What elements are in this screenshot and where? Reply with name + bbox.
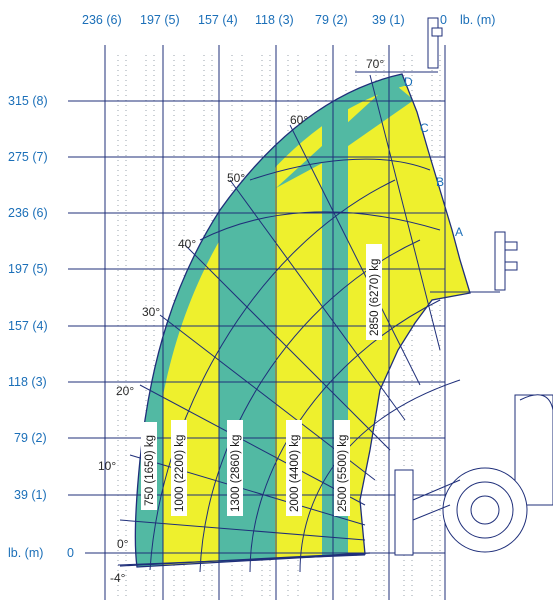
angle-20: 20° bbox=[116, 384, 134, 398]
left-label-5: 197 (5) bbox=[8, 262, 48, 276]
mid-attachment bbox=[430, 231, 518, 293]
angle-0: 0° bbox=[117, 537, 129, 551]
zone-label-2500: 2500 (5500) kg bbox=[337, 435, 349, 512]
extension-b: B bbox=[436, 175, 444, 189]
extension-c: C bbox=[420, 121, 429, 135]
top-label-3: 157 (4) bbox=[198, 13, 238, 27]
left-unit-label: lb. (m) bbox=[8, 546, 43, 560]
ground-line bbox=[119, 552, 371, 567]
top-unit-label: lb. (m) bbox=[460, 13, 495, 27]
zone-label-box-1: 750 (1650) kg bbox=[141, 422, 157, 510]
extension-a: A bbox=[455, 225, 463, 239]
envelope-outline bbox=[134, 73, 471, 568]
angle-70: 70° bbox=[366, 57, 384, 71]
left-label-8: 315 (8) bbox=[8, 94, 48, 108]
angle-10: 10° bbox=[98, 459, 116, 473]
left-label-3: 118 (3) bbox=[8, 375, 47, 389]
top-label-zero: 0 bbox=[440, 13, 447, 27]
zone-label-box-6: 2850 (6270) kg bbox=[366, 244, 382, 340]
top-label-6: 39 (1) bbox=[372, 13, 405, 27]
zone-label-2850: 2850 (6270) kg bbox=[369, 259, 381, 336]
left-zero-label: 0 bbox=[67, 546, 74, 560]
top-label-5: 79 (2) bbox=[315, 13, 348, 27]
zone-label-box-3: 1300 (2860) kg bbox=[227, 420, 243, 516]
zone-label-2000: 2000 (4400) kg bbox=[289, 435, 301, 512]
zone-label-1300: 1300 (2860) kg bbox=[230, 435, 242, 512]
left-label-2: 79 (2) bbox=[14, 431, 47, 445]
angle-50: 50° bbox=[227, 171, 245, 185]
machine-drawing bbox=[394, 394, 553, 556]
zone-label-750: 750 (1650) kg bbox=[144, 435, 156, 506]
zone-label-box-4: 2000 (4400) kg bbox=[286, 420, 302, 516]
top-label-1: 236 (6) bbox=[82, 13, 122, 27]
left-label-4: 157 (4) bbox=[8, 319, 48, 333]
angle-60: 60° bbox=[290, 113, 308, 127]
left-label-6: 236 (6) bbox=[8, 206, 48, 220]
zone-label-box-5: 2500 (5500) kg bbox=[334, 420, 350, 516]
left-label-7: 275 (7) bbox=[8, 150, 48, 164]
left-label-1: 39 (1) bbox=[14, 488, 47, 502]
zone-label-box-2: 1000 (2200) kg bbox=[171, 420, 187, 516]
extension-d: D bbox=[404, 75, 413, 89]
top-label-4: 118 (3) bbox=[255, 13, 294, 27]
angle-minus-4: -4° bbox=[110, 571, 126, 585]
angle-40: 40° bbox=[178, 237, 196, 251]
top-attachment bbox=[355, 17, 443, 73]
zone-label-1000: 1000 (2200) kg bbox=[174, 435, 186, 512]
top-label-2: 197 (5) bbox=[140, 13, 180, 27]
angle-30: 30° bbox=[142, 305, 160, 319]
